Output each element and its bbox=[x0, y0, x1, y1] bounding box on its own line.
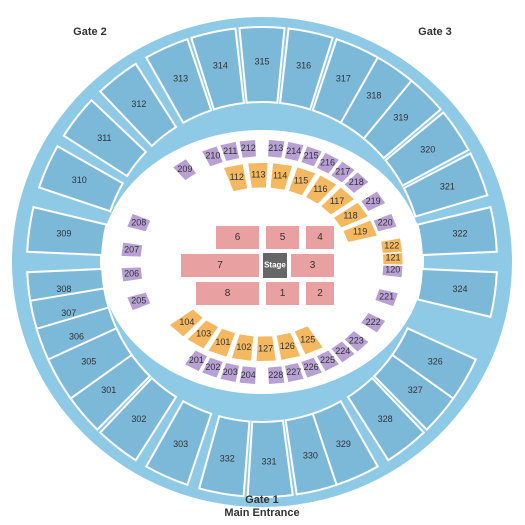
section-label: 202 bbox=[205, 362, 220, 372]
gate-label: Main Entrance bbox=[224, 507, 299, 519]
floor-label: 3 bbox=[310, 260, 316, 271]
floor-label: 2 bbox=[317, 288, 323, 299]
stage-label: Stage bbox=[264, 261, 286, 270]
section-label: 206 bbox=[124, 268, 139, 278]
section-label: 326 bbox=[428, 356, 443, 366]
floor-label: 7 bbox=[217, 260, 223, 271]
section-label: 228 bbox=[268, 370, 283, 380]
section-label: 222 bbox=[366, 317, 381, 327]
section-label: 313 bbox=[173, 74, 188, 84]
section-label: 306 bbox=[69, 331, 84, 341]
section-label: 103 bbox=[196, 329, 211, 339]
section-label: 318 bbox=[366, 91, 381, 101]
section-label: 320 bbox=[420, 145, 435, 155]
floor-label: 1 bbox=[280, 288, 286, 299]
section-label: 327 bbox=[408, 385, 423, 395]
section-label: 311 bbox=[97, 133, 111, 143]
section-label: 224 bbox=[335, 346, 350, 356]
section-label: 324 bbox=[453, 284, 468, 294]
floor-label: 4 bbox=[317, 232, 323, 243]
section-label: 317 bbox=[336, 74, 351, 84]
section-label: 216 bbox=[320, 158, 335, 168]
section-label: 125 bbox=[300, 335, 315, 345]
section-label: 329 bbox=[336, 439, 351, 449]
section-label: 209 bbox=[177, 164, 192, 174]
section-label: 118 bbox=[343, 210, 357, 220]
section-label: 330 bbox=[303, 450, 318, 460]
section-label: 204 bbox=[241, 370, 256, 380]
section-label: 219 bbox=[366, 196, 381, 206]
section-label: 322 bbox=[453, 229, 468, 239]
section-label: 225 bbox=[320, 355, 335, 365]
section-label: 113 bbox=[251, 169, 265, 179]
section-label: 104 bbox=[179, 317, 194, 327]
section-label: 223 bbox=[349, 336, 364, 346]
section-label: 319 bbox=[393, 113, 408, 123]
section-label: 308 bbox=[56, 284, 71, 294]
section-label: 210 bbox=[205, 151, 220, 161]
section-label: 316 bbox=[296, 61, 311, 71]
section-label: 303 bbox=[173, 439, 188, 449]
section-label: 126 bbox=[280, 341, 295, 351]
floor-label: 5 bbox=[280, 232, 286, 243]
section-label: 213 bbox=[268, 143, 283, 153]
section-label: 302 bbox=[131, 414, 146, 424]
section-label: 215 bbox=[304, 151, 319, 161]
gate-label: Gate 3 bbox=[418, 26, 452, 38]
section-label: 331 bbox=[261, 456, 276, 466]
section-label: 116 bbox=[313, 184, 327, 194]
section-label: 203 bbox=[223, 367, 238, 377]
section-label: 305 bbox=[81, 356, 96, 366]
section-label: 205 bbox=[131, 295, 146, 305]
section-label: 310 bbox=[72, 175, 87, 185]
section-label: 201 bbox=[189, 355, 204, 365]
section-label: 321 bbox=[440, 181, 455, 191]
section-label: 112 bbox=[230, 172, 244, 182]
section-label: 226 bbox=[304, 362, 319, 372]
section-label: 212 bbox=[241, 143, 256, 153]
section-label: 214 bbox=[286, 146, 301, 156]
section-label: 101 bbox=[215, 337, 230, 347]
section-label: 114 bbox=[273, 171, 287, 181]
section-label: 117 bbox=[330, 196, 344, 206]
section-label: 221 bbox=[379, 292, 394, 302]
section-label: 332 bbox=[220, 453, 235, 463]
section-label: 102 bbox=[236, 342, 251, 352]
section-label: 314 bbox=[213, 61, 228, 71]
section-label: 122 bbox=[384, 241, 399, 251]
arena-seating-chart: 3013023033323313303293283273263243223213… bbox=[0, 0, 525, 525]
floor-label: 8 bbox=[225, 288, 231, 299]
section-label: 227 bbox=[286, 367, 301, 377]
section-label: 328 bbox=[378, 414, 393, 424]
gate-label: Gate 2 bbox=[73, 26, 107, 38]
section-label: 315 bbox=[254, 56, 269, 66]
section-label: 217 bbox=[335, 167, 350, 177]
section-label: 208 bbox=[131, 217, 146, 227]
floor-label: 6 bbox=[235, 232, 241, 243]
section-label: 220 bbox=[378, 217, 393, 227]
section-label: 301 bbox=[101, 385, 116, 395]
section-label: 115 bbox=[294, 176, 308, 186]
section-label: 207 bbox=[124, 244, 139, 254]
section-label: 312 bbox=[131, 99, 146, 109]
section-label: 309 bbox=[56, 229, 71, 239]
section-label: 218 bbox=[349, 177, 364, 187]
section-label: 119 bbox=[353, 227, 367, 237]
section-label: 211 bbox=[223, 146, 237, 156]
gate-label: Gate 1 bbox=[245, 494, 279, 506]
section-label: 127 bbox=[258, 343, 273, 353]
